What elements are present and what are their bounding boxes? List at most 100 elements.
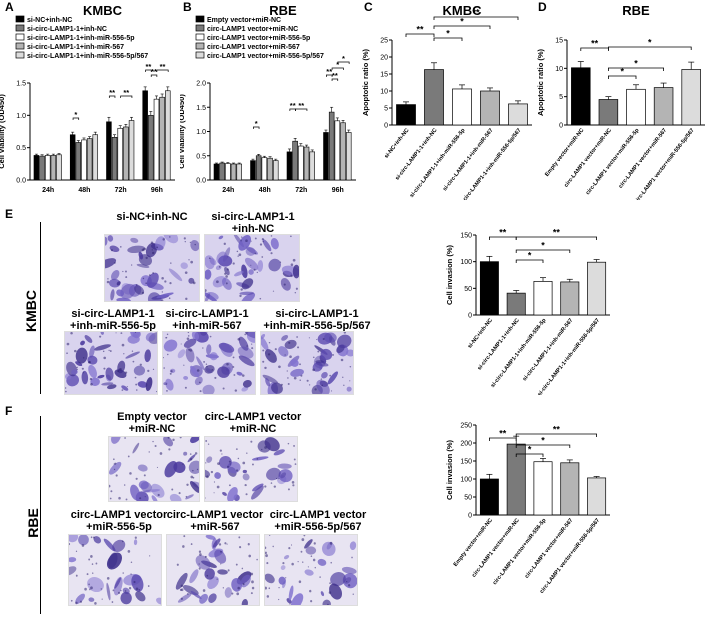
stained-cell bbox=[248, 269, 254, 275]
pore-dot bbox=[292, 258, 296, 262]
pore-dot bbox=[75, 601, 78, 605]
pore-dot bbox=[118, 591, 121, 594]
significance-bracket bbox=[515, 453, 544, 457]
stained-cell bbox=[133, 365, 146, 376]
stained-cell bbox=[268, 258, 281, 272]
pore-dot bbox=[244, 483, 247, 487]
pore-dot bbox=[167, 353, 169, 356]
pore-dot bbox=[131, 350, 134, 352]
bar bbox=[33, 155, 40, 181]
stained-cell bbox=[130, 484, 141, 501]
micrograph bbox=[68, 534, 162, 606]
pore-dot bbox=[309, 589, 312, 593]
pore-dot bbox=[236, 592, 240, 596]
stained-cell bbox=[257, 260, 264, 272]
stained-cell bbox=[238, 336, 249, 351]
pore-dot bbox=[109, 484, 111, 488]
micrograph bbox=[64, 331, 158, 395]
x-tick-label: 48h bbox=[78, 187, 90, 194]
legend-label: circ-LAMP1 vector+miR-567 bbox=[207, 44, 300, 51]
pore-dot bbox=[189, 349, 193, 352]
y-tick-label: 0.0 bbox=[16, 178, 26, 185]
y-axis-label: Apoptotic ratio (%) bbox=[361, 48, 370, 116]
pore-dot bbox=[239, 294, 242, 298]
pore-dot bbox=[247, 543, 250, 546]
panel-label-a: A bbox=[5, 0, 14, 14]
stained-cell bbox=[241, 386, 249, 392]
stained-cell bbox=[69, 535, 79, 543]
stained-cell bbox=[132, 442, 140, 454]
stained-cell bbox=[121, 385, 129, 391]
pore-dot bbox=[139, 363, 142, 366]
pore-dot bbox=[253, 268, 256, 271]
pore-dot bbox=[152, 368, 155, 371]
stained-cell bbox=[110, 269, 120, 281]
pore-dot bbox=[95, 562, 98, 565]
pore-dot bbox=[143, 474, 146, 477]
pore-dot bbox=[141, 291, 145, 294]
pore-dot bbox=[343, 332, 347, 334]
stained-cell bbox=[101, 382, 114, 386]
pore-dot bbox=[268, 535, 271, 536]
pore-dot bbox=[227, 569, 230, 572]
stained-cell bbox=[324, 332, 337, 343]
stained-cell bbox=[261, 333, 266, 340]
pore-dot bbox=[256, 271, 258, 274]
pore-dot bbox=[90, 586, 93, 590]
bar bbox=[328, 111, 335, 181]
y-tick-label: 150 bbox=[460, 459, 472, 466]
pore-dot bbox=[245, 239, 248, 243]
stained-cell bbox=[329, 583, 342, 600]
pore-dot bbox=[126, 385, 128, 388]
stained-cell bbox=[241, 278, 254, 290]
pore-dot bbox=[254, 237, 257, 240]
stained-cell bbox=[238, 355, 255, 367]
significance-marker: * bbox=[648, 38, 652, 48]
pore-dot bbox=[184, 241, 186, 243]
significance-bracket bbox=[515, 433, 597, 437]
pore-dot bbox=[103, 367, 106, 370]
bar bbox=[117, 127, 123, 181]
legend-label: si-circ-LAMP1-1+inh-miR-567 bbox=[27, 44, 124, 51]
pore-dot bbox=[101, 598, 103, 600]
significance-marker: ** bbox=[553, 425, 561, 435]
pore-dot bbox=[204, 556, 207, 558]
stained-cell bbox=[185, 494, 194, 500]
x-tick-label: circ-LAMP1 vector+miR-556-5p/567 bbox=[539, 518, 601, 595]
stained-cell bbox=[321, 371, 328, 379]
pore-dot bbox=[111, 601, 114, 603]
pore-dot bbox=[196, 369, 200, 372]
stained-cell bbox=[346, 386, 352, 392]
pore-dot bbox=[256, 458, 259, 460]
pore-dot bbox=[314, 566, 316, 569]
pore-dot bbox=[106, 576, 110, 580]
pore-dot bbox=[216, 280, 219, 284]
pore-dot bbox=[88, 361, 91, 364]
bar bbox=[123, 126, 129, 181]
bar bbox=[106, 121, 112, 181]
pore-dot bbox=[184, 271, 188, 274]
pore-dot bbox=[169, 372, 172, 375]
pore-dot bbox=[293, 376, 297, 380]
pore-dot bbox=[322, 337, 325, 340]
pore-dot bbox=[351, 556, 353, 559]
stained-cell bbox=[75, 361, 83, 367]
y-tick-label: 1.5 bbox=[196, 105, 206, 112]
stained-cell bbox=[219, 455, 232, 469]
stained-cell bbox=[75, 347, 88, 364]
bar bbox=[39, 155, 45, 181]
pore-dot bbox=[300, 550, 303, 553]
pore-dot bbox=[82, 357, 85, 359]
pore-dot bbox=[250, 592, 253, 595]
pore-dot bbox=[100, 588, 102, 590]
significance-marker: * bbox=[541, 436, 545, 446]
pore-dot bbox=[205, 440, 208, 442]
image-caption: circ-LAMP1 vector +miR-556-5p/567 bbox=[269, 509, 367, 533]
significance-marker: ** bbox=[109, 88, 115, 97]
pore-dot bbox=[213, 481, 216, 483]
stained-cell bbox=[271, 382, 283, 394]
significance-bracket bbox=[608, 46, 692, 50]
significance-marker: ** bbox=[472, 8, 480, 18]
bar bbox=[165, 90, 171, 181]
pore-dot bbox=[84, 587, 87, 591]
